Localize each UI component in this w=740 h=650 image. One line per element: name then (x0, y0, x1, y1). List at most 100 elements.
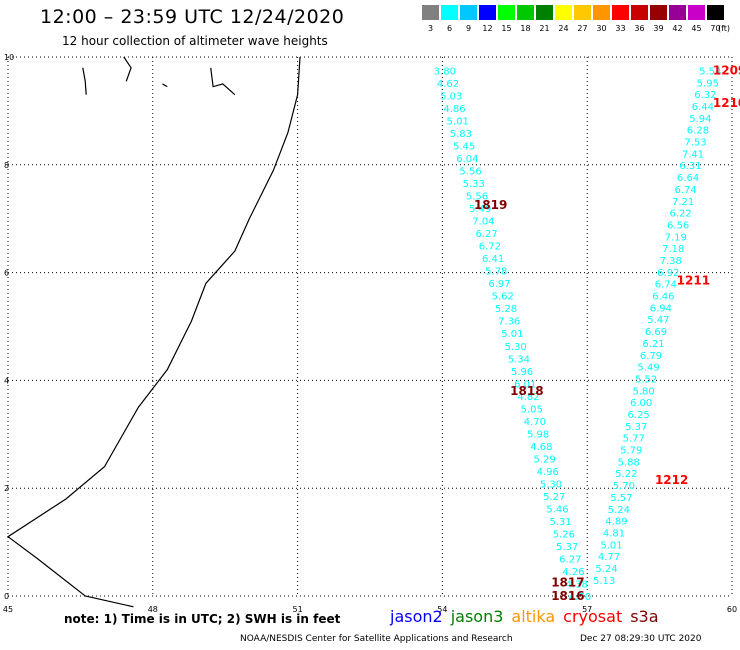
track-b-value: 6.74 (674, 185, 696, 196)
track-b-value: 6.94 (650, 303, 672, 314)
map-title: 12:00 – 23:59 UTC 12/24/2020 (40, 6, 345, 28)
track-a-value: 4.70 (569, 592, 591, 603)
lat-tick-label: 8 (4, 161, 9, 170)
track-b-value: 5.01 (600, 540, 622, 551)
legend-label: 12 (482, 24, 493, 33)
track-b-value: 5.13 (593, 576, 615, 587)
pass-time-label: 1817 (551, 576, 584, 590)
legend-label: 27 (577, 24, 588, 33)
track-a-value: 5.26 (553, 529, 575, 540)
legend-swatch (669, 5, 686, 20)
track-b-value: 6.25 (628, 410, 650, 421)
track-b-value: 5.47 (647, 315, 669, 326)
track-b-value: 4.89 (605, 517, 627, 528)
track-a-value: 5.33 (463, 179, 485, 190)
track-a-value: 7.04 (472, 217, 494, 228)
legend-swatch (441, 5, 458, 20)
track-a-value: 4.70 (524, 417, 546, 428)
track-a-value: 5.01 (501, 329, 523, 340)
legend-label: 15 (501, 24, 512, 33)
satellite-s3a: s3a (630, 607, 659, 626)
legend-swatch (498, 5, 515, 20)
track-a-value: 6.27 (476, 229, 498, 240)
legend-swatch (422, 5, 439, 20)
legend-swatch (479, 5, 496, 20)
legend-label: 42 (672, 24, 683, 33)
track-a-value: 4.86 (443, 104, 465, 115)
track-b-value: 7.53 (684, 138, 706, 149)
track-a-value: 5.30 (540, 479, 562, 490)
track-b-value: 7.41 (682, 149, 704, 160)
track-a-value: 5.01 (447, 117, 469, 128)
island-outline (162, 83, 168, 88)
legend-label: 70 (710, 24, 721, 33)
pass-time-label: 1211 (677, 274, 710, 288)
pass-time-label: 1212 (655, 473, 688, 487)
lon-tick-label: 54 (437, 605, 447, 614)
track-a-value: 6.01 (514, 379, 536, 390)
track-b-value: 5.37 (625, 422, 647, 433)
track-a-value: 5.56 (459, 167, 481, 178)
legend-label: 33 (615, 24, 626, 33)
legend-swatch (688, 5, 705, 20)
satellite-key: jason2 jason3 altika cryosat s3a (390, 607, 667, 626)
track-b-value: 6.92 (657, 268, 679, 279)
track-a-value: 5.62 (492, 292, 514, 303)
track-a-value: 6.04 (456, 154, 478, 165)
track-b-value: 6.22 (670, 209, 692, 220)
track-a-value: 5.05 (521, 404, 543, 415)
track-b-value: 4.81 (603, 528, 625, 539)
track-a-value: 5.34 (508, 354, 530, 365)
track-a-value: 5.45 (453, 142, 475, 153)
track-b-value: 6.31 (679, 161, 701, 172)
satellite-jason3: jason3 (450, 607, 504, 626)
legend-swatch (460, 5, 477, 20)
track-b-value: 6.46 (652, 292, 674, 303)
track-b-value: 5.52 (635, 374, 657, 385)
track-a-value: 5.03 (440, 92, 462, 103)
track-a-value: 4.96 (537, 467, 559, 478)
track-a-value: 5.96 (511, 367, 533, 378)
legend-label: 21 (539, 24, 550, 33)
track-a-value: 6.97 (488, 279, 510, 290)
legend-swatch (536, 5, 553, 20)
legend-label: 18 (520, 24, 531, 33)
track-b-value: 6.56 (667, 220, 689, 231)
legend-swatch (612, 5, 629, 20)
legend-swatch (555, 5, 572, 20)
legend-label: 24 (558, 24, 569, 33)
track-a-value: 5.37 (556, 542, 578, 553)
pass-time-label: 1209 (713, 63, 740, 77)
pass-time-label: 1819 (474, 198, 507, 212)
legend-swatch (650, 5, 667, 20)
track-b-value: 5.77 (623, 434, 645, 445)
track-a-value: 5.83 (450, 129, 472, 140)
track-b-value: 5.24 (608, 505, 630, 516)
track-b-value: 6.21 (642, 339, 664, 350)
legend-label: 3 (427, 24, 434, 33)
track-a-value: 6.27 (559, 554, 581, 565)
legend-swatch (574, 5, 591, 20)
track-a-value: 5.56 (466, 192, 488, 203)
legend-label: 9 (465, 24, 472, 33)
track-b-value: 5.94 (689, 114, 711, 125)
track-b-value: 6.00 (630, 398, 652, 409)
track-a-value: 5.28 (495, 304, 517, 315)
track-b-value: 5.79 (620, 446, 642, 457)
units-note: note: 1) Time is in UTC; 2) SWH is in fe… (64, 612, 341, 626)
track-b-value: 5.88 (618, 457, 640, 468)
track-b-value: 7.18 (662, 244, 684, 255)
pass-time-label: 1816 (551, 589, 584, 603)
legend-swatch (517, 5, 534, 20)
pass-time-label: 1210 (713, 96, 740, 110)
lat-tick-label: 0 (4, 592, 9, 601)
legend-swatch (631, 5, 648, 20)
legend-swatch (707, 5, 724, 20)
credit-text: NOAA/NESDIS Center for Satellite Applica… (240, 634, 513, 644)
pass-time-label: 1818 (510, 384, 543, 398)
legend-label: 45 (691, 24, 702, 33)
track-a-value: 4.82 (517, 392, 539, 403)
lon-tick-label: 57 (582, 605, 592, 614)
track-b-value: 6.74 (655, 280, 677, 291)
